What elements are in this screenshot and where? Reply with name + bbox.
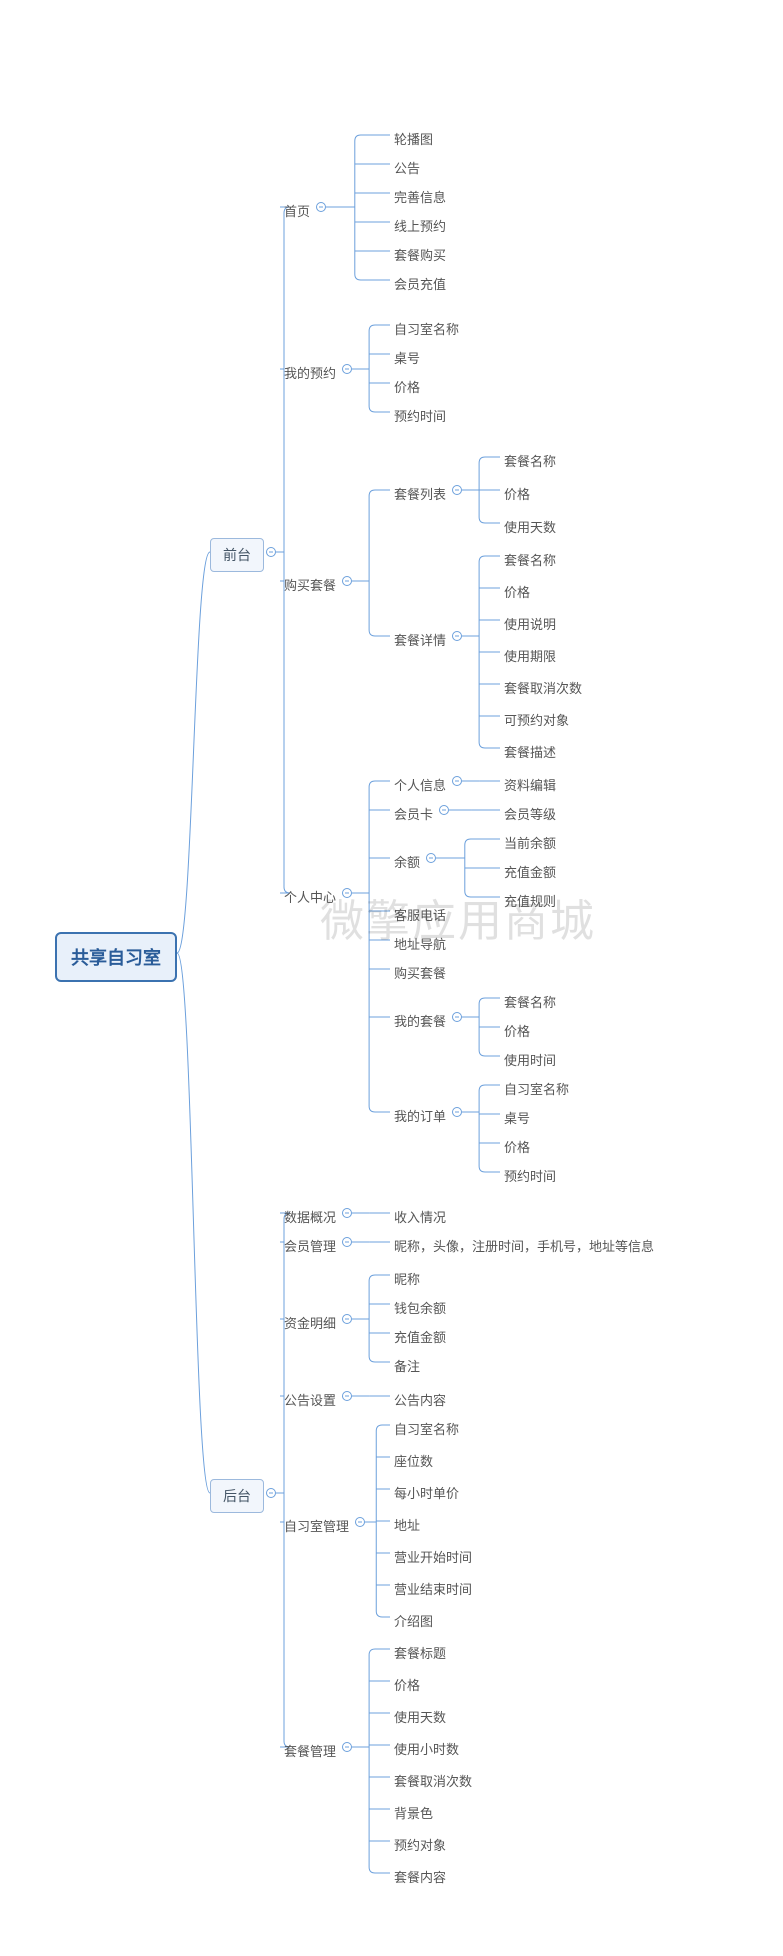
node-n-pkglist: 套餐列表 (390, 482, 450, 505)
node-pl1: 套餐名称 (500, 449, 560, 472)
node-n-buy: 购买套餐 (280, 573, 340, 596)
node-bl1: 当前余额 (500, 831, 560, 854)
node-pm6: 背景色 (390, 1801, 437, 1824)
joint-n-front (266, 547, 276, 557)
joint-n-notice (342, 1391, 352, 1401)
joint-n-pkgdet (452, 631, 462, 641)
node-pm8: 套餐内容 (390, 1865, 450, 1888)
node-rm7: 介绍图 (390, 1609, 437, 1632)
node-n-balance: 余额 (390, 850, 424, 873)
node-h2: 公告 (390, 156, 424, 179)
joint-n-back (266, 1488, 276, 1498)
node-pd7: 套餐描述 (500, 740, 560, 763)
node-f2: 钱包余额 (390, 1296, 450, 1319)
node-pl3: 使用天数 (500, 515, 560, 538)
node-rm3: 每小时单价 (390, 1481, 463, 1504)
node-pd1: 套餐名称 (500, 548, 560, 571)
joint-n-roommgr (355, 1517, 365, 1527)
node-pm5: 套餐取消次数 (390, 1769, 476, 1792)
node-n-roommgr: 自习室管理 (280, 1514, 353, 1537)
node-pd4: 使用期限 (500, 644, 560, 667)
node-pd5: 套餐取消次数 (500, 676, 586, 699)
node-n-mypkg: 我的套餐 (390, 1009, 450, 1032)
joint-n-fund (342, 1314, 352, 1324)
node-pi1: 资料编辑 (500, 773, 560, 796)
node-h1: 轮播图 (390, 127, 437, 150)
node-n-pinfo: 个人信息 (390, 773, 450, 796)
joint-n-data (342, 1208, 352, 1218)
node-bl2: 充值金额 (500, 860, 560, 883)
node-pd2: 价格 (500, 580, 534, 603)
node-pm7: 预约对象 (390, 1833, 450, 1856)
node-pm2: 价格 (390, 1673, 424, 1696)
node-n-front: 前台 (210, 538, 264, 572)
node-n-ucenter: 个人中心 (280, 885, 340, 908)
joint-n-balance (426, 853, 436, 863)
node-n-pkgdet: 套餐详情 (390, 628, 450, 651)
node-r4: 预约时间 (390, 404, 450, 427)
joint-n-mypkg (452, 1012, 462, 1022)
node-n-member: 会员管理 (280, 1234, 340, 1257)
joint-n-pkglist (452, 485, 462, 495)
node-rm6: 营业结束时间 (390, 1577, 476, 1600)
node-f4: 备注 (390, 1354, 424, 1377)
joint-n-buy (342, 576, 352, 586)
node-nt1: 公告内容 (390, 1388, 450, 1411)
node-rm4: 地址 (390, 1513, 424, 1536)
node-mo4: 预约时间 (500, 1164, 560, 1187)
node-pl2: 价格 (500, 482, 534, 505)
joint-n-member (342, 1237, 352, 1247)
node-r2: 桌号 (390, 346, 424, 369)
node-n-myorder: 我的订单 (390, 1104, 450, 1127)
node-n-fund: 资金明细 (280, 1311, 340, 1334)
node-pm3: 使用天数 (390, 1705, 450, 1728)
node-f1: 昵称 (390, 1267, 424, 1290)
node-pd6: 可预约对象 (500, 708, 573, 731)
joint-n-myres (342, 364, 352, 374)
joint-n-pinfo (452, 776, 462, 786)
node-mo3: 价格 (500, 1135, 534, 1158)
node-r1: 自习室名称 (390, 317, 463, 340)
joint-n-home (316, 202, 326, 212)
node-n-notice: 公告设置 (280, 1388, 340, 1411)
node-rm5: 营业开始时间 (390, 1545, 476, 1568)
joint-n-pkgmgr (342, 1742, 352, 1752)
node-d1: 收入情况 (390, 1205, 450, 1228)
node-pm4: 使用小时数 (390, 1737, 463, 1760)
node-mp3: 使用时间 (500, 1048, 560, 1071)
node-mp2: 价格 (500, 1019, 534, 1042)
node-n-myres: 我的预约 (280, 361, 340, 384)
node-f3: 充值金额 (390, 1325, 450, 1348)
node-rm1: 自习室名称 (390, 1417, 463, 1440)
node-n-root: 共享自习室 (55, 932, 177, 982)
node-n-data: 数据概况 (280, 1205, 340, 1228)
node-h4: 线上预约 (390, 214, 450, 237)
node-h3: 完善信息 (390, 185, 450, 208)
joint-n-vipcard (439, 805, 449, 815)
node-bl3: 充值规则 (500, 889, 560, 912)
node-n-back: 后台 (210, 1479, 264, 1513)
node-h5: 套餐购买 (390, 243, 450, 266)
node-pm1: 套餐标题 (390, 1641, 450, 1664)
node-uc6: 购买套餐 (390, 961, 450, 984)
node-uc4: 客服电话 (390, 903, 450, 926)
node-mo1: 自习室名称 (500, 1077, 573, 1100)
node-mp1: 套餐名称 (500, 990, 560, 1013)
node-n-pkgmgr: 套餐管理 (280, 1739, 340, 1762)
node-rm2: 座位数 (390, 1449, 437, 1472)
mindmap-canvas: 微擎应用商城 共享自习室前台后台首页我的预约购买套餐个人中心轮播图公告完善信息线… (0, 0, 783, 1956)
node-vc1: 会员等级 (500, 802, 560, 825)
node-mo2: 桌号 (500, 1106, 534, 1129)
node-uc5: 地址导航 (390, 932, 450, 955)
node-n-vipcard: 会员卡 (390, 802, 437, 825)
joint-n-ucenter (342, 888, 352, 898)
node-h6: 会员充值 (390, 272, 450, 295)
node-n-home: 首页 (280, 199, 314, 222)
node-pd3: 使用说明 (500, 612, 560, 635)
node-r3: 价格 (390, 375, 424, 398)
joint-n-myorder (452, 1107, 462, 1117)
node-m1: 昵称，头像，注册时间，手机号，地址等信息 (390, 1234, 658, 1257)
